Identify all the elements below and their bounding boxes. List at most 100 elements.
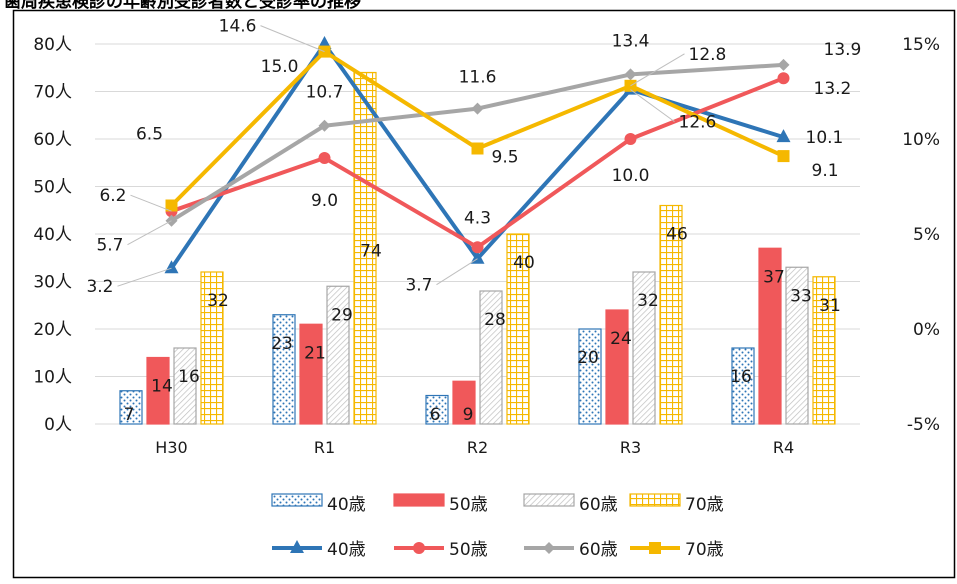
bar-value-label: 9 (463, 405, 474, 425)
leader-line (127, 220, 172, 246)
rate-value-label: 6.2 (99, 186, 126, 206)
rate-value-label: 13.2 (814, 79, 852, 99)
bar-value-label: 29 (331, 305, 353, 325)
leader-line (630, 53, 685, 87)
x-tick-label: R4 (773, 438, 794, 457)
rate-value-label: 3.2 (86, 277, 113, 297)
rate-value-label: 14.6 (219, 17, 257, 37)
y-left-tick-label: 50人 (33, 178, 72, 198)
bar-50歳 (299, 323, 323, 425)
marker-circle (624, 133, 637, 145)
y-left-tick-label: 60人 (33, 130, 72, 150)
bar-value-label: 24 (610, 329, 632, 349)
x-tick-label: H30 (155, 438, 187, 457)
rate-value-label: 11.6 (459, 68, 497, 88)
bar-60歳 (632, 271, 656, 425)
bar-value-label: 37 (763, 267, 785, 287)
bar-70歳 (659, 204, 683, 425)
rate-value-label: 6.5 (136, 125, 163, 145)
marker-triangle (290, 540, 304, 553)
marker-circle (777, 72, 790, 85)
x-tick-label: R3 (620, 438, 641, 457)
bar-60歳 (785, 266, 809, 425)
leader-line (130, 194, 172, 212)
rate-value-label: 12.8 (689, 45, 727, 65)
bar-70歳 (353, 71, 377, 425)
rate-value-label: 9.0 (311, 191, 338, 211)
leader-line (630, 89, 675, 123)
y-left-tick-label: 70人 (33, 83, 72, 103)
marker-diamond (543, 542, 555, 554)
legend-label-bar: 70歳 (685, 495, 724, 515)
y-left-tick-label: 10人 (33, 368, 72, 388)
rate-value-label: 4.3 (464, 208, 491, 228)
marker-diamond (777, 58, 790, 71)
legend-swatch-bar-40歳 (271, 493, 323, 507)
marker-square (165, 199, 178, 212)
marker-square (777, 150, 790, 163)
bar-value-label: 46 (666, 225, 688, 245)
x-tick-label: R1 (314, 438, 335, 457)
rate-value-label: 10.1 (806, 128, 844, 148)
bar-60歳 (326, 285, 350, 425)
bar-60歳 (479, 290, 503, 425)
y-right-tick-label: 15% (902, 35, 940, 55)
bar-value-label: 16 (730, 367, 752, 387)
y-left-tick-label: 30人 (33, 273, 72, 293)
bar-value-label: 28 (484, 310, 506, 330)
bar-60歳 (173, 347, 197, 425)
legend-label-line: 70歳 (685, 540, 724, 560)
bar-40歳 (119, 390, 143, 425)
bar-value-label: 32 (207, 291, 229, 311)
legend-label-line: 60歳 (579, 540, 618, 560)
y-right-tick-label: 0% (913, 320, 940, 340)
marker-diamond (318, 119, 331, 132)
marker-diamond (471, 102, 484, 115)
leader-line (260, 25, 325, 53)
rate-value-label: 12.6 (679, 113, 717, 133)
y-right-tick-label: -5% (907, 415, 940, 435)
y-left-tick-label: 80人 (33, 35, 72, 55)
marker-triangle (164, 260, 179, 274)
leader-line (117, 267, 172, 287)
bar-50歳 (146, 356, 170, 425)
y-right-tick-label: 5% (913, 225, 940, 245)
rate-value-label: 9.1 (812, 161, 839, 181)
bar-70歳 (200, 271, 224, 425)
bar-70歳 (506, 233, 530, 425)
legend-swatch-bar-50歳 (393, 493, 445, 507)
marker-square (471, 142, 484, 155)
chart-title: 歯周疾患検診の年齢別受診者数と受診率の推移 (4, 0, 361, 12)
bar-50歳 (605, 309, 629, 425)
bar-value-label: 21 (304, 343, 326, 363)
bar-40歳 (425, 394, 449, 425)
y-left-tick-label: 0人 (44, 415, 72, 435)
legend-label-line: 40歳 (327, 540, 366, 560)
rate-value-label: 15.0 (261, 57, 299, 77)
legend-label-bar: 40歳 (327, 495, 366, 515)
bar-40歳 (272, 314, 296, 425)
bar-value-label: 23 (271, 334, 293, 354)
marker-diamond (624, 68, 637, 81)
rate-value-label: 9.5 (492, 148, 519, 168)
bar-value-label: 33 (790, 286, 812, 306)
marker-square (649, 542, 661, 554)
bar-value-label: 32 (637, 291, 659, 311)
rate-value-label: 10.0 (612, 166, 650, 186)
bar-50歳 (758, 247, 782, 425)
legend-label-line: 50歳 (449, 540, 488, 560)
y-right-tick-label: 10% (902, 130, 940, 150)
bar-40歳 (578, 328, 602, 425)
bar-40歳 (731, 347, 755, 425)
bar-value-label: 74 (360, 242, 382, 262)
bar-value-label: 40 (513, 253, 535, 273)
bar-value-label: 6 (430, 405, 441, 425)
rate-value-label: 13.9 (824, 40, 862, 60)
rate-value-label: 5.7 (96, 236, 123, 256)
rate-value-label: 3.7 (405, 276, 432, 296)
marker-circle (471, 241, 484, 254)
bar-70歳 (812, 276, 836, 425)
rate-value-label: 10.7 (306, 83, 344, 103)
